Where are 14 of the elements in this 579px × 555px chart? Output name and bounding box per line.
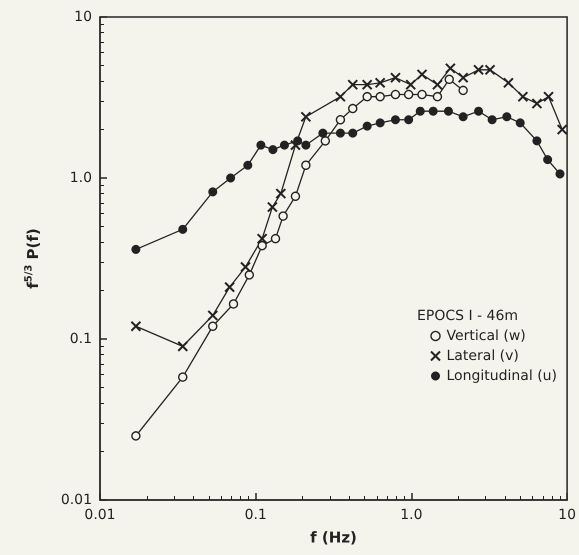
y-tick-label: 10 [74, 9, 92, 25]
legend-label: Vertical (w) [446, 328, 526, 344]
y-axis-title: f5/3 P(f) [24, 228, 42, 289]
y-tick-label: 1.0 [70, 170, 92, 186]
x-tick-label: 1.0 [400, 507, 423, 523]
legend-label: Lateral (v) [446, 348, 519, 364]
x-tick-label: 0.1 [244, 507, 267, 523]
y-tick-label: 0.01 [60, 492, 92, 508]
legend-label: Longitudinal (u) [446, 368, 558, 384]
x-tick-label: 0.01 [84, 507, 116, 523]
x-axis-title: f (Hz) [310, 528, 357, 546]
y-tick-label: 0.1 [70, 331, 92, 347]
legend-title: EPOCS I - 46m [417, 308, 518, 324]
x-tick-label: 10 [558, 507, 576, 523]
